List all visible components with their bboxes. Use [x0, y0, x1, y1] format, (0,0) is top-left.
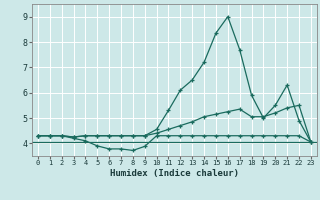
- X-axis label: Humidex (Indice chaleur): Humidex (Indice chaleur): [110, 169, 239, 178]
